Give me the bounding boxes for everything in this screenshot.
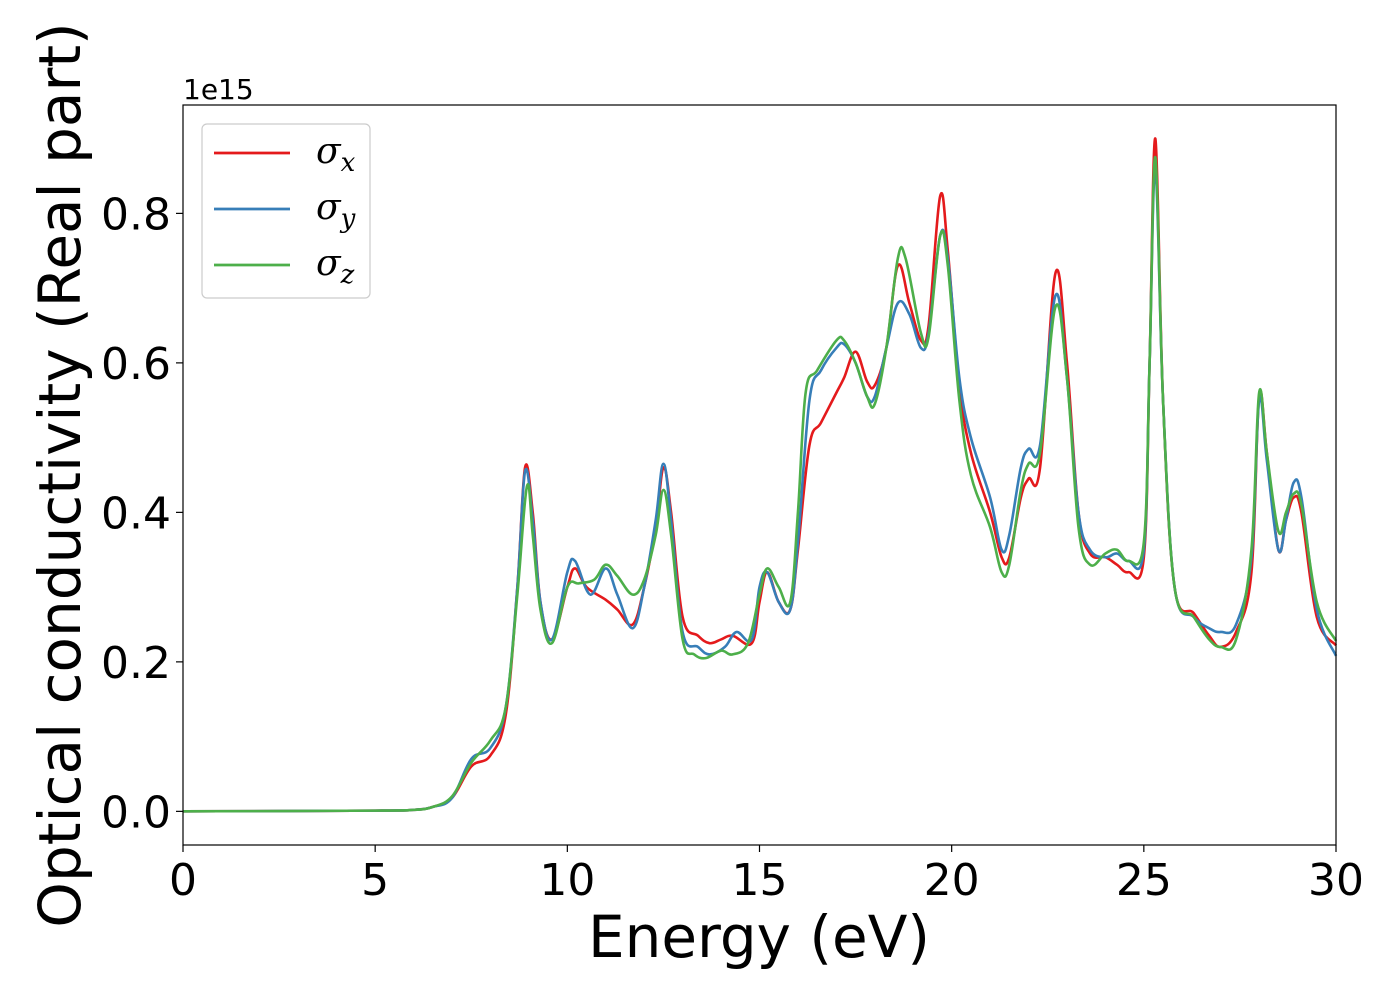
x-tick-label: 10 — [539, 855, 595, 906]
x-tick-label: 25 — [1116, 855, 1172, 906]
legend-label-sigma-x: σx — [316, 131, 356, 178]
x-axis-ticks: 0 5 10 15 20 25 30 — [169, 845, 1364, 906]
x-tick-label: 0 — [169, 855, 197, 906]
legend-box — [201, 123, 371, 299]
y-axis-label: Optical conductivity (Real part) — [26, 22, 94, 927]
series-line-sigma-z — [182, 156, 1338, 813]
legend: σx σy σz — [201, 123, 371, 299]
y-tick-label: 0.4 — [101, 488, 171, 539]
x-tick-label: 30 — [1308, 855, 1364, 906]
x-tick-label: 5 — [361, 855, 389, 906]
y-tick-label: 0.2 — [101, 638, 171, 689]
legend-label-sigma-z: σz — [316, 243, 355, 290]
legend-entries: σx σy σz — [214, 131, 356, 290]
x-tick-label: 20 — [924, 855, 980, 906]
plot-background — [183, 105, 1336, 845]
y-tick-label: 0.6 — [101, 339, 171, 390]
y-offset-label: 1e15 — [183, 73, 254, 106]
x-axis-label: Energy (eV) — [588, 903, 930, 971]
legend-label-sigma-y: σy — [316, 187, 356, 234]
series-layer — [182, 137, 1338, 813]
y-tick-label: 0.0 — [101, 787, 171, 838]
x-tick-label: 15 — [732, 855, 788, 906]
y-tick-label: 0.8 — [101, 189, 171, 240]
y-axis-ticks: 0.0 0.2 0.4 0.6 0.8 — [101, 189, 183, 838]
